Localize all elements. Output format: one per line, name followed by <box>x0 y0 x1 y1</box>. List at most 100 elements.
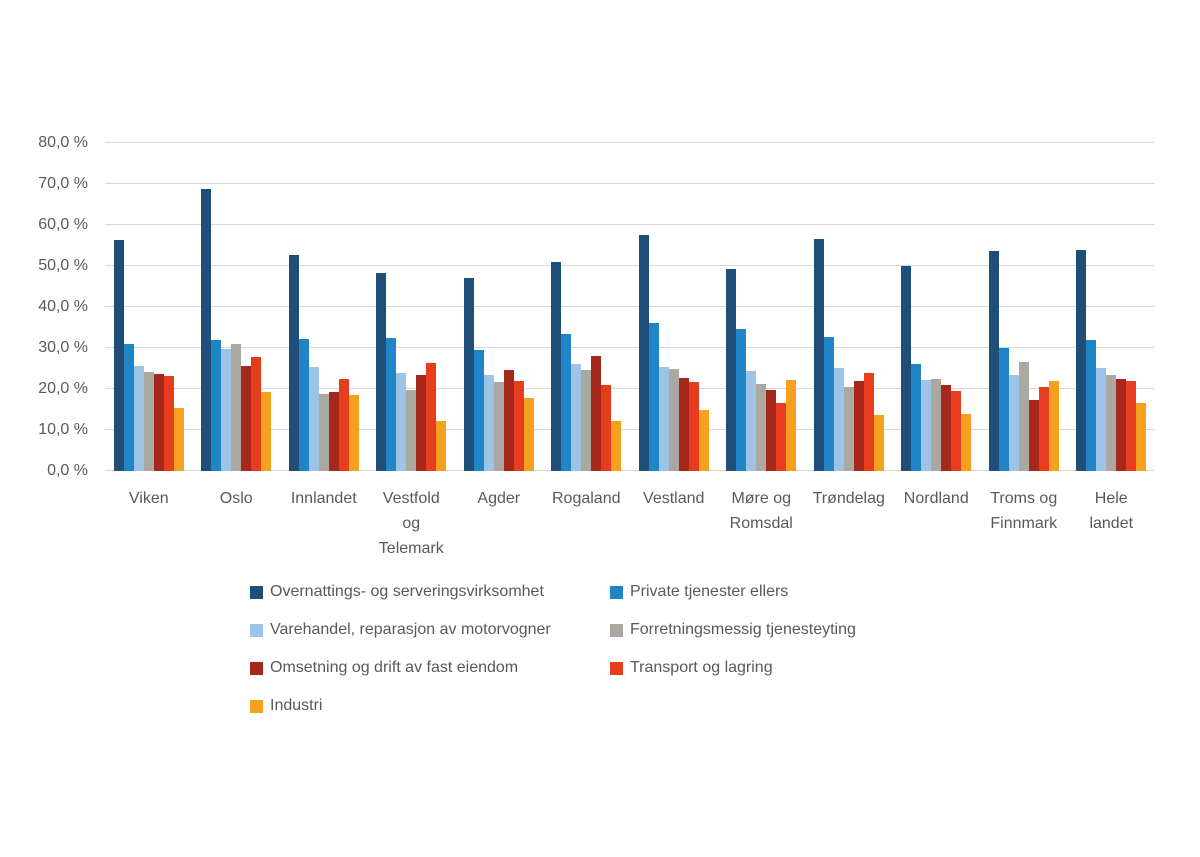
bar-forretningsmessig-tjenesteyting <box>1018 361 1029 471</box>
gridline <box>105 265 1155 266</box>
bar-transport-og-lagring <box>426 362 437 471</box>
legend-swatch-icon <box>610 585 623 599</box>
y-tick-label: 80,0 % <box>38 134 88 151</box>
bar-private-tjenester-ellers <box>298 338 309 471</box>
y-tick-label: 10,0 % <box>38 421 88 438</box>
legend-item-varehandel-reparasjon-av-motorvogner: Varehandel, reparasjon av motorvogner <box>250 620 610 640</box>
x-tick-label-vestland: Vestland <box>630 486 718 561</box>
bar-transport-og-lagring <box>251 357 262 471</box>
legend-item-overnattings-og-serveringsvirksomhet: Overnattings- og serveringsvirksomhet <box>250 582 610 602</box>
legend-label: Forretningsmessig tjenesteyting <box>630 621 856 638</box>
bar-omsetning-og-drift-av-fast-eiendom <box>1116 379 1127 471</box>
bar-group-møre-og-romsdal <box>718 143 806 471</box>
bar-forretningsmessig-tjenesteyting <box>581 369 592 471</box>
bar-industri <box>698 409 709 471</box>
legend: Overnattings- og serveringsvirksomhet Pri… <box>250 582 930 716</box>
bar-varehandel-reparasjon-av-motorvogner <box>308 366 319 471</box>
x-tick-label-line: Troms og <box>990 490 1058 507</box>
bar-group-nordland <box>893 143 981 471</box>
bar-forretningsmessig-tjenesteyting <box>231 343 242 471</box>
bar-overnattings-og-serveringsvirksomhet <box>813 238 824 471</box>
y-tick-label: 50,0 % <box>38 257 88 274</box>
bar-overnattings-og-serveringsvirksomhet <box>201 189 212 471</box>
gridline <box>105 142 1155 143</box>
x-tick-label-line: Innlandet <box>290 490 357 507</box>
bar-transport-og-lagring <box>1126 380 1137 471</box>
bar-group-trøndelag <box>805 143 893 471</box>
legend-label: Omsetning og drift av fast eiendom <box>270 659 519 676</box>
bar-private-tjenester-ellers <box>823 336 834 471</box>
bar-varehandel-reparasjon-av-motorvogner <box>483 374 494 471</box>
bar-group-viken <box>105 143 193 471</box>
bar-industri <box>348 394 359 471</box>
y-tick-label: 0,0 % <box>47 462 88 479</box>
bar-private-tjenester-ellers <box>648 323 659 471</box>
x-tick-label-line: landet <box>1089 515 1134 532</box>
bar-transport-og-lagring <box>601 384 612 471</box>
bar-varehandel-reparasjon-av-motorvogner <box>571 364 582 471</box>
bar-varehandel-reparasjon-av-motorvogner <box>833 367 844 471</box>
bar-forretningsmessig-tjenesteyting <box>493 382 504 471</box>
x-tick-label-line: Rogaland <box>552 490 621 507</box>
bar-forretningsmessig-tjenesteyting <box>1106 375 1117 471</box>
x-tick-label-line: Finnmark <box>990 515 1058 532</box>
bar-industri <box>873 414 884 471</box>
x-tick-label-agder: Agder <box>455 486 543 561</box>
y-tick-label: 60,0 % <box>38 216 88 233</box>
bar-forretningsmessig-tjenesteyting <box>756 383 767 471</box>
legend-swatch-icon <box>250 623 263 637</box>
x-tick-label-trøndelag: Trøndelag <box>805 486 893 561</box>
legend-label: Overnattings- og serveringsvirksomhet <box>270 583 544 600</box>
x-tick-label-line: Vestfold <box>382 490 440 507</box>
bar-omsetning-og-drift-av-fast-eiendom <box>678 377 689 471</box>
bar-overnattings-og-serveringsvirksomhet <box>288 255 299 471</box>
bar-industri <box>436 420 447 471</box>
x-tick-label-line: Trøndelag <box>812 490 885 507</box>
bar-industri <box>611 421 622 471</box>
bar-private-tjenester-ellers <box>1086 339 1097 471</box>
bar-overnattings-og-serveringsvirksomhet <box>113 239 124 471</box>
bar-varehandel-reparasjon-av-motorvogner <box>658 366 669 471</box>
bar-industri <box>786 379 797 471</box>
legend-swatch-icon <box>610 623 623 637</box>
bar-group-troms-og-finnmark <box>980 143 1068 471</box>
legend-label: Varehandel, reparasjon av motorvogner <box>270 621 551 638</box>
x-tick-label-innlandet: Innlandet <box>280 486 368 561</box>
bar-transport-og-lagring <box>338 378 349 471</box>
bar-omsetning-og-drift-av-fast-eiendom <box>853 381 864 471</box>
x-tick-label-line: Nordland <box>903 490 969 507</box>
bar-transport-og-lagring <box>1038 386 1049 471</box>
bar-overnattings-og-serveringsvirksomhet <box>901 266 912 471</box>
legend-label: Transport og lagring <box>630 659 773 676</box>
bar-private-tjenester-ellers <box>561 334 572 471</box>
bar-industri <box>261 391 272 471</box>
legend-item-forretningsmessig-tjenesteyting: Forretningsmessig tjenesteyting <box>610 620 930 640</box>
bar-private-tjenester-ellers <box>123 344 134 471</box>
bar-group-hele-landet <box>1068 143 1156 471</box>
y-tick-label: 40,0 % <box>38 298 88 315</box>
bar-omsetning-og-drift-av-fast-eiendom <box>503 370 514 471</box>
legend-swatch-icon <box>610 661 623 675</box>
bar-overnattings-og-serveringsvirksomhet <box>1076 250 1087 471</box>
bar-omsetning-og-drift-av-fast-eiendom <box>328 391 339 471</box>
bar-varehandel-reparasjon-av-motorvogner <box>133 365 144 471</box>
legend-label: Private tjenester ellers <box>630 583 789 600</box>
bar-private-tjenester-ellers <box>911 364 922 471</box>
bar-varehandel-reparasjon-av-motorvogner <box>921 380 932 471</box>
bar-omsetning-og-drift-av-fast-eiendom <box>1028 400 1039 471</box>
gridline <box>105 429 1155 430</box>
bar-forretningsmessig-tjenesteyting <box>931 378 942 471</box>
legend-swatch-icon <box>250 585 263 599</box>
x-tick-label-line: Romsdal <box>729 515 793 532</box>
bar-group-innlandet <box>280 143 368 471</box>
y-tick-label: 20,0 % <box>38 380 88 397</box>
bar-industri <box>1136 402 1147 471</box>
bar-forretningsmessig-tjenesteyting <box>406 389 417 471</box>
bar-transport-og-lagring <box>688 382 699 471</box>
gridline <box>105 224 1155 225</box>
legend-swatch-icon <box>250 699 263 713</box>
x-tick-label-line: og <box>402 515 421 532</box>
bar-transport-og-lagring <box>776 402 787 471</box>
bar-private-tjenester-ellers <box>386 337 397 471</box>
